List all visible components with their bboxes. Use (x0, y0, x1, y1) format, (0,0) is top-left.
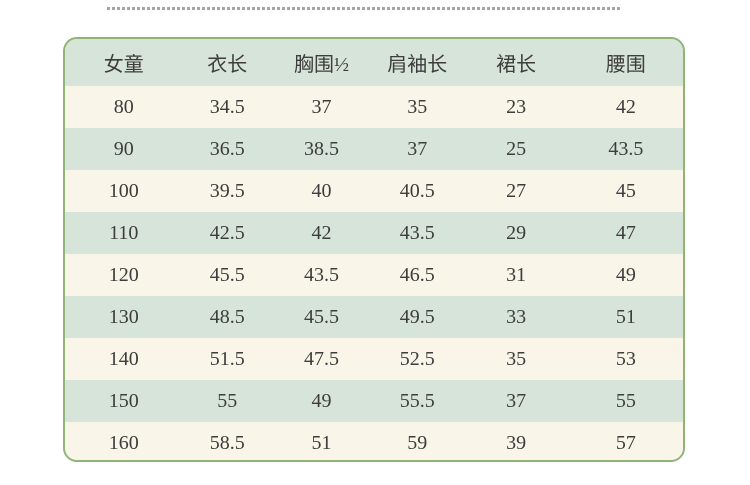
table-cell: 49 (615, 263, 636, 286)
table-cell: 34.5 (209, 95, 245, 118)
table-cell: 40 (311, 179, 332, 202)
size-chart-table: 女童 衣长 胸围½ 肩袖长 裙长 腰围 80 34.5 37 35 23 42 90 36.5 38.5 3… (63, 37, 685, 462)
table-cell: 46.5 (399, 263, 435, 286)
table-header: 女童 衣长 胸围½ 肩袖长 裙长 腰围 (65, 39, 683, 86)
table-cell: 51 (311, 431, 332, 454)
table-cell: 39 (506, 431, 527, 454)
table-cell: 47.5 (303, 347, 339, 370)
header-row: 女童 衣长 胸围½ 肩袖长 裙长 腰围 (65, 39, 683, 86)
table-cell: 100 (108, 179, 139, 202)
table-cell: 39.5 (209, 179, 245, 202)
table-cell: 55 (615, 389, 636, 412)
table-cell: 40.5 (399, 179, 435, 202)
table-cell: 160 (108, 431, 139, 454)
column-header: 女童 (103, 54, 144, 76)
table-cell: 43.5 (608, 137, 644, 160)
table-cell: 36.5 (209, 137, 245, 160)
table-cell: 38.5 (303, 137, 339, 160)
table-row: 100 39.5 40 40.5 27 45 (65, 170, 683, 212)
table-cell: 51.5 (209, 347, 245, 370)
table-cell: 80 (113, 95, 134, 118)
table-cell: 25 (506, 137, 527, 160)
column-header: 肩袖长 (387, 54, 448, 76)
table-cell: 35 (407, 95, 428, 118)
table-row: 110 42.5 42 43.5 29 47 (65, 212, 683, 254)
table-cell: 55.5 (399, 389, 435, 412)
table-cell: 120 (108, 263, 139, 286)
table-row: 90 36.5 38.5 37 25 43.5 (65, 128, 683, 170)
table-cell: 150 (108, 389, 139, 412)
table-cell: 37 (407, 137, 428, 160)
table-cell: 53 (615, 347, 636, 370)
table-body: 80 34.5 37 35 23 42 90 36.5 38.5 37 25 43.5 100 39.5 4… (65, 86, 683, 460)
dotted-divider (107, 7, 621, 10)
table-cell: 45 (615, 179, 636, 202)
table-cell: 42 (311, 221, 332, 244)
column-header: 裙长 (496, 54, 537, 76)
table-cell: 51 (615, 305, 636, 328)
table-cell: 59 (407, 431, 428, 454)
table-cell: 49 (311, 389, 332, 412)
table-cell: 33 (506, 305, 527, 328)
table-cell: 57 (615, 431, 636, 454)
table-cell: 45.5 (209, 263, 245, 286)
table-cell: 55 (217, 389, 238, 412)
table-cell: 48.5 (209, 305, 245, 328)
table-cell: 45.5 (303, 305, 339, 328)
column-header: 衣长 (207, 54, 248, 76)
table-row: 160 58.5 51 59 39 57 (65, 422, 683, 460)
table-cell: 43.5 (303, 263, 339, 286)
table-cell: 27 (506, 179, 527, 202)
table-cell: 140 (108, 347, 139, 370)
table-cell: 23 (506, 95, 527, 118)
table-row: 140 51.5 47.5 52.5 35 53 (65, 338, 683, 380)
table-row: 80 34.5 37 35 23 42 (65, 86, 683, 128)
girls-size-chart: 女童 衣长 胸围½ 肩袖长 裙长 腰围 80 34.5 37 35 23 42 90 36.5 38.5 3… (65, 39, 683, 460)
table-cell: 130 (108, 305, 139, 328)
table-cell: 58.5 (209, 431, 245, 454)
table-cell: 35 (506, 347, 527, 370)
table-cell: 29 (506, 221, 527, 244)
table-cell: 47 (615, 221, 636, 244)
table-cell: 52.5 (399, 347, 435, 370)
table-cell: 43.5 (399, 221, 435, 244)
table-cell: 42 (615, 95, 636, 118)
column-header: 腰围 (605, 54, 646, 76)
table-row: 150 55 49 55.5 37 55 (65, 380, 683, 422)
table-row: 130 48.5 45.5 49.5 33 51 (65, 296, 683, 338)
table-cell: 110 (109, 221, 139, 244)
table-cell: 37 (311, 95, 332, 118)
table-cell: 31 (506, 263, 527, 286)
table-cell: 49.5 (399, 305, 435, 328)
table-cell: 42.5 (209, 221, 245, 244)
table-row: 120 45.5 43.5 46.5 31 49 (65, 254, 683, 296)
table-cell: 37 (506, 389, 527, 412)
table-cell: 90 (113, 137, 134, 160)
column-header: 胸围½ (293, 54, 349, 76)
